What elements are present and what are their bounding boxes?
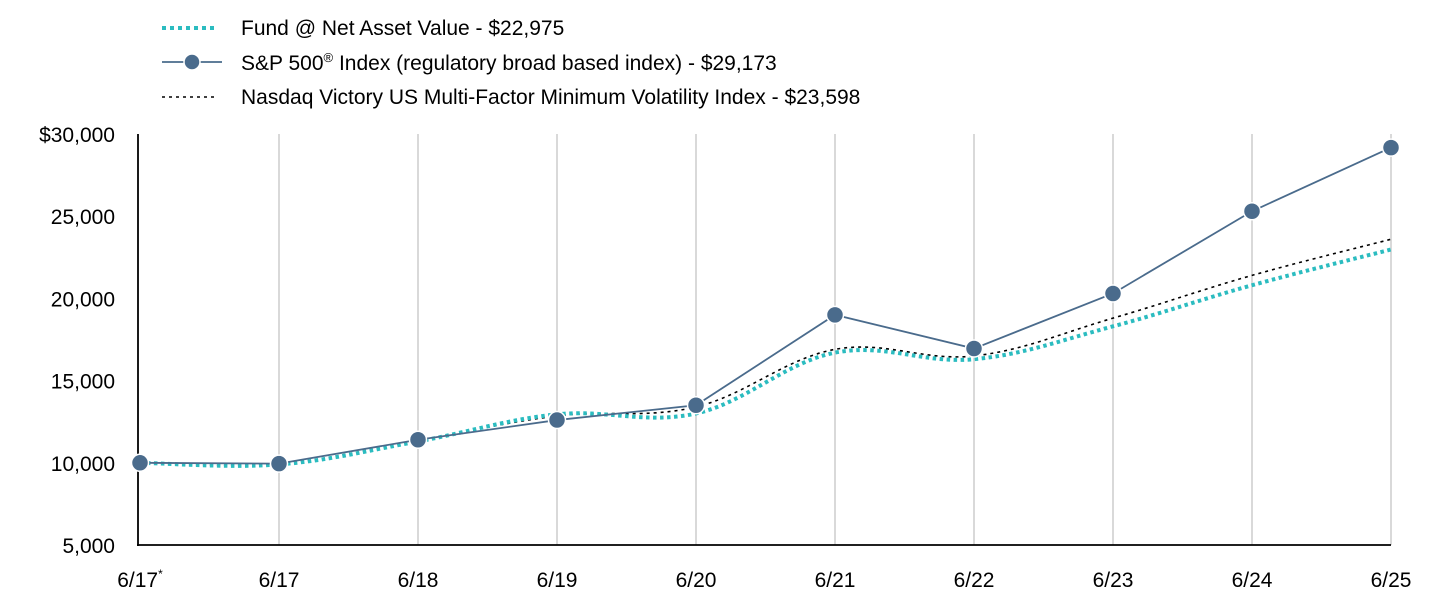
x-tick-label-text: 6/19 [537,569,578,592]
legend-label-fund: Fund @ Net Asset Value - $22,975 [241,17,564,40]
x-tick-label: 6/20 [676,569,717,592]
legend-label-sp500-rest: Index (regulatory broad based index) - $… [333,52,777,75]
data-point-sp500 [1381,138,1401,157]
x-axis-tick-labels: 6/17* 6/17 6/18 6/19 6/20 6/21 6/22 6/23 6/24 6/2… [117,567,1411,592]
x-tick-label: 6/21 [815,569,856,592]
x-tick-label-text: 6/24 [1232,569,1273,592]
x-tick-label: 6/19 [537,569,578,592]
y-axis-tick-labels: $30,000 25,000 20,000 15,000 10,000 5,000 [39,124,115,558]
data-point-sp500 [269,454,289,473]
x-tick-label: 6/24 [1232,569,1273,592]
axes [137,134,1391,546]
x-tick-label: 6/25 [1371,569,1412,592]
x-tick-label: 6/17 [259,569,300,592]
y-tick-label: 20,000 [51,288,115,311]
x-tick-label-text: 6/23 [1093,569,1134,592]
legend-label-sp500-registered: ® [324,50,334,65]
x-tick-label-text: 6/20 [676,569,717,592]
data-point-sp500 [1242,202,1262,221]
y-tick-label: 25,000 [51,206,115,229]
data-point-sp500 [825,305,845,325]
data-point-sp500 [964,339,984,358]
series-line-nasdaq [139,238,1392,467]
data-point-sp500 [408,430,428,450]
x-tick-label-text: 6/21 [815,569,856,592]
data-point-sp500 [130,453,150,473]
x-tick-label-text: 6/25 [1371,569,1412,592]
x-tick-label: 6/18 [398,569,439,592]
data-point-sp500 [1103,284,1123,303]
data-point-sp500 [686,396,706,415]
legend-marker-sp500 [183,53,201,71]
legend-label-nasdaq: Nasdaq Victory US Multi-Factor Minimum V… [241,86,860,109]
legend-item-nasdaq: Nasdaq Victory US Multi-Factor Minimum V… [162,86,860,109]
vertical-gridlines [278,134,1392,545]
legend-item-sp500: S&P 500® Index (regulatory broad based i… [162,50,777,75]
x-tick-label-text: 6/17 [117,569,158,592]
x-tick-label-text: 6/18 [398,569,439,592]
x-tick-label-text: 6/17 [259,569,300,592]
legend: Fund @ Net Asset Value - $22,975 S&P 500… [162,17,860,109]
series-line-fund [139,247,1392,468]
series [130,138,1401,473]
x-tick-label: 6/22 [954,569,995,592]
y-tick-label: $30,000 [39,124,115,147]
x-tick-label: 6/17* [117,567,163,592]
legend-item-fund: Fund @ Net Asset Value - $22,975 [162,17,564,40]
legend-label-sp500: S&P 500® Index (regulatory broad based i… [241,50,777,75]
legend-label-sp500-name: S&P 500 [241,52,324,75]
y-tick-label: 5,000 [62,535,115,558]
x-tick-footnote-mark: * [158,567,163,581]
series-line-sp500 [139,146,1392,465]
data-point-sp500 [547,410,567,430]
x-tick-label-text: 6/22 [954,569,995,592]
x-tick-label: 6/23 [1093,569,1134,592]
y-tick-label: 15,000 [51,371,115,394]
y-tick-label: 10,000 [51,453,115,476]
